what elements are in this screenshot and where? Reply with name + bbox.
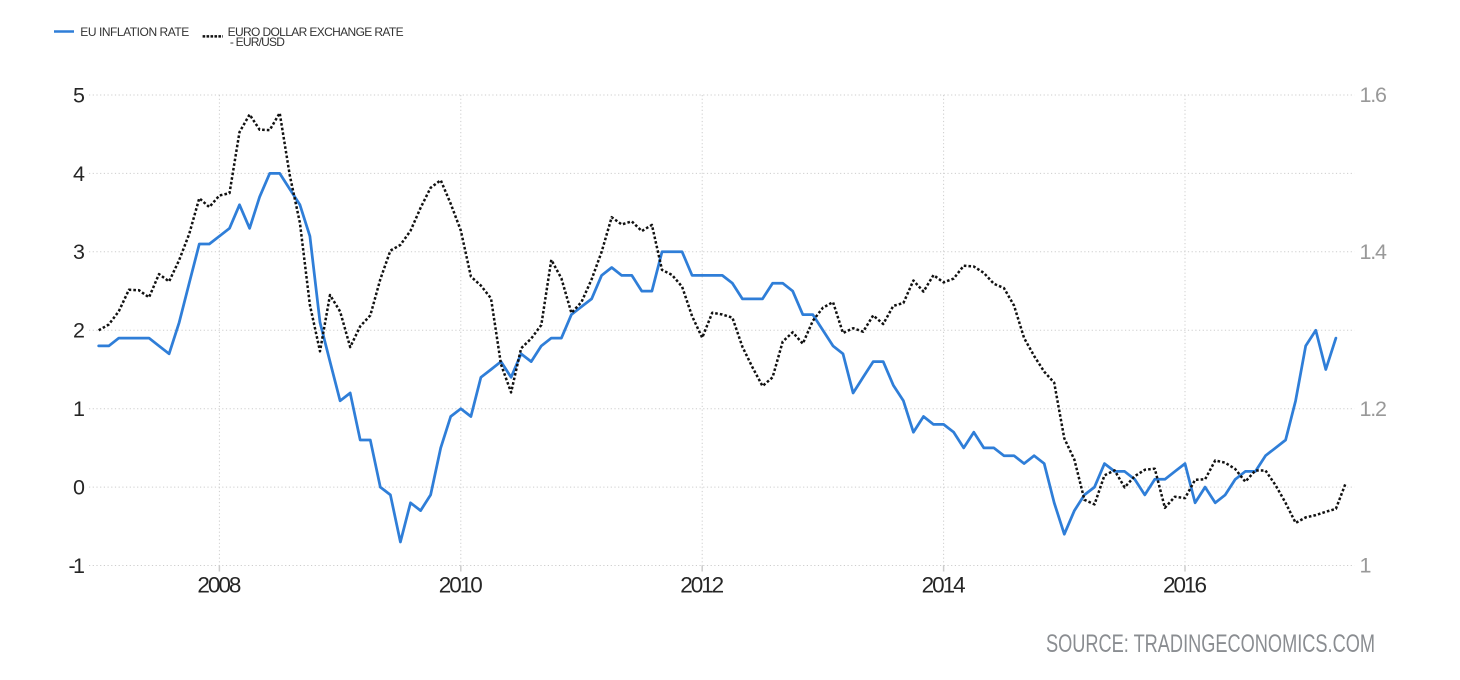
svg-text:0: 0 — [73, 476, 85, 500]
svg-text:2010: 2010 — [439, 572, 483, 597]
svg-text:1.4: 1.4 — [1360, 240, 1388, 264]
svg-text:EURO DOLLAR EXCHANGE RATE: EURO DOLLAR EXCHANGE RATE — [228, 25, 404, 39]
svg-text:2008: 2008 — [197, 572, 241, 597]
svg-text:2: 2 — [73, 319, 85, 343]
svg-text:SOURCE: TRADINGECONOMICS.COM: SOURCE: TRADINGECONOMICS.COM — [1046, 630, 1375, 658]
svg-text:4: 4 — [73, 162, 85, 186]
svg-text:- EUR/USD: - EUR/USD — [230, 35, 285, 49]
svg-text:EU INFLATION RATE: EU INFLATION RATE — [80, 25, 189, 39]
svg-text:2016: 2016 — [1163, 572, 1207, 597]
svg-text:-1: -1 — [69, 554, 86, 578]
svg-text:2012: 2012 — [680, 572, 724, 597]
svg-text:1: 1 — [73, 397, 85, 421]
svg-text:5: 5 — [73, 83, 85, 107]
svg-text:1.2: 1.2 — [1360, 397, 1388, 421]
svg-text:1: 1 — [1360, 554, 1372, 578]
svg-text:2014: 2014 — [922, 572, 966, 597]
svg-text:1.6: 1.6 — [1360, 83, 1388, 107]
svg-text:3: 3 — [73, 240, 85, 264]
